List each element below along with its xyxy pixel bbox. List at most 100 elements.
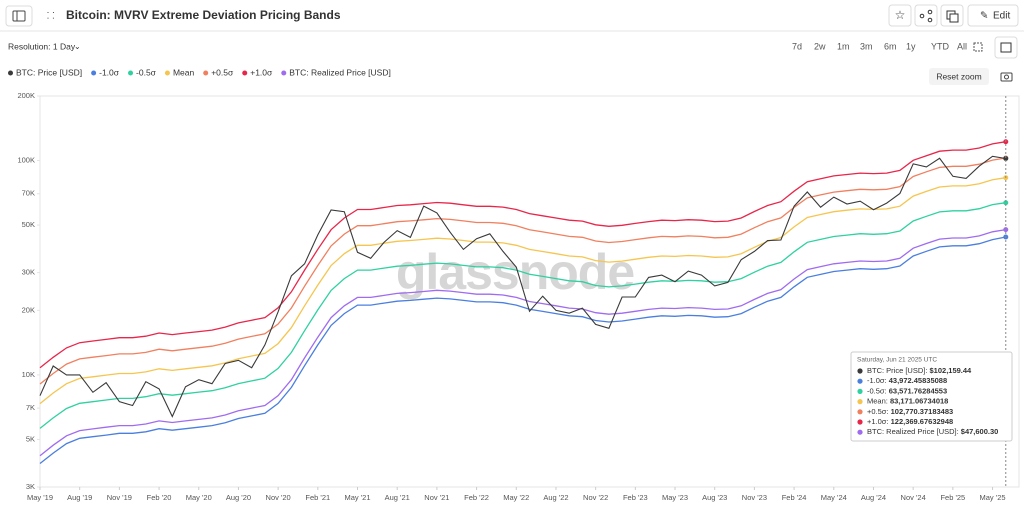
tooltip-value: $47,600.30 bbox=[961, 427, 999, 436]
reset-zoom-button[interactable] bbox=[929, 68, 989, 85]
series-line bbox=[39, 177, 1006, 405]
legend-label[interactable]: Mean bbox=[173, 67, 195, 77]
legend: BTC: Price [USD] -1.0σ -0.5σ Mean +0.5σ +1.0σ… bbox=[8, 67, 391, 77]
y-tick-label: 10K bbox=[22, 370, 35, 379]
watermark: glassnode bbox=[396, 244, 634, 300]
x-tick-label: Nov '19 bbox=[107, 493, 132, 502]
series-line bbox=[39, 141, 1006, 369]
tooltip-label: BTC: Realized Price [USD]: bbox=[867, 427, 961, 436]
tooltip-row: -0.5σ: 63,571.76284553 bbox=[867, 386, 947, 395]
camera-icon bbox=[1004, 74, 1009, 80]
zoom-icon bbox=[973, 42, 983, 52]
legend-marker bbox=[8, 70, 13, 76]
share-button[interactable] bbox=[914, 4, 938, 27]
tooltip-value: $102,159.44 bbox=[930, 366, 973, 375]
range-button[interactable]: YTD bbox=[931, 41, 950, 51]
tooltip-box bbox=[850, 351, 1013, 442]
favorite-button[interactable] bbox=[888, 4, 912, 27]
tooltip-row: +0.5σ: 102,770.37183483 bbox=[867, 407, 953, 416]
edit-button[interactable] bbox=[967, 4, 1019, 27]
tooltip-date: Saturday, Jun 21 2025 UTC bbox=[857, 357, 937, 364]
tooltip-value: 43,972.45835088 bbox=[889, 376, 947, 385]
tooltip-row: -1.0σ: 43,972.45835088 bbox=[867, 376, 947, 385]
y-tick-label: 200K bbox=[17, 91, 35, 100]
sidebar-button[interactable] bbox=[5, 5, 33, 27]
range-button[interactable]: 6m bbox=[884, 41, 897, 51]
y-tick-label: 3K bbox=[26, 482, 35, 491]
range-button[interactable]: All bbox=[957, 41, 967, 51]
x-tick-label: Nov '23 bbox=[742, 493, 767, 502]
series-line bbox=[39, 236, 1006, 465]
legend-label[interactable]: +0.5σ bbox=[211, 67, 234, 77]
plot: 3K 5K 7K 10K 20K 30K 50K 70K 100K 200K May '19 Aug … bbox=[17, 91, 1009, 502]
legend-marker bbox=[164, 70, 170, 76]
tooltip-value: 83,171.06734018 bbox=[890, 397, 948, 406]
tooltip-label: +0.5σ: bbox=[867, 407, 891, 416]
range-button[interactable]: 2w bbox=[814, 41, 826, 51]
resolution-select[interactable]: Resolution: 1 Day bbox=[8, 41, 76, 51]
tooltip-value: 63,571.76284553 bbox=[889, 386, 947, 395]
legend-label[interactable]: BTC: Realized Price [USD] bbox=[289, 67, 391, 77]
tooltip-marker bbox=[857, 399, 863, 405]
x-tick-label: Aug '21 bbox=[385, 493, 410, 502]
x-tick-label: May '23 bbox=[662, 493, 688, 502]
calendar-button[interactable] bbox=[994, 36, 1018, 59]
zoom-select-button[interactable] bbox=[970, 39, 988, 55]
tooltip-label: -1.0σ: bbox=[867, 376, 889, 385]
range-button[interactable]: 3m bbox=[860, 41, 873, 51]
range-button[interactable]: 1m bbox=[837, 41, 850, 51]
share-icon bbox=[927, 9, 933, 15]
x-tick-label: Feb '24 bbox=[782, 493, 807, 502]
tooltip-label: +1.0σ: bbox=[867, 417, 891, 426]
x-tick-label: May '25 bbox=[980, 493, 1006, 502]
x-tick-label: May '22 bbox=[503, 493, 529, 502]
tooltip-label: Mean: bbox=[867, 397, 890, 406]
range-buttons: 7d 2w 1m 3m 6m 1y YTD All bbox=[792, 41, 967, 51]
legend-label[interactable]: +1.0σ bbox=[250, 67, 273, 77]
dropdown-arrow: ⌄ bbox=[74, 42, 81, 51]
x-tick-label: Feb '23 bbox=[623, 493, 648, 502]
tooltip-marker bbox=[857, 368, 863, 374]
legend-label[interactable]: -0.5σ bbox=[136, 67, 157, 77]
range-button[interactable]: 7d bbox=[792, 41, 802, 51]
legend-marker bbox=[242, 70, 248, 76]
legend-label[interactable]: -1.0σ bbox=[99, 67, 120, 77]
y-tick-label: 30K bbox=[22, 268, 35, 277]
series-line bbox=[39, 202, 1006, 429]
series-line bbox=[39, 155, 1006, 418]
y-tick-label: 20K bbox=[22, 305, 35, 314]
copy-icon bbox=[949, 13, 959, 23]
x-tick-label: May '24 bbox=[821, 493, 847, 502]
tooltip-marker bbox=[857, 419, 863, 425]
metric-icon: ⸬ bbox=[47, 10, 54, 20]
plot-frame bbox=[39, 95, 1020, 488]
tooltip-label: BTC: Price [USD]: bbox=[867, 366, 930, 375]
edit-icon: ✎ bbox=[980, 11, 988, 22]
end-marker bbox=[1003, 200, 1009, 206]
end-marker bbox=[1003, 156, 1009, 162]
x-tick-label: May '21 bbox=[344, 493, 370, 502]
x-tick-label: Feb '22 bbox=[464, 493, 489, 502]
y-tick-label: 50K bbox=[22, 220, 35, 229]
tooltip-row: BTC: Price [USD]: $102,159.44 bbox=[867, 366, 972, 375]
x-tick-label: Feb '25 bbox=[940, 493, 965, 502]
x-tick-label: Aug '23 bbox=[702, 493, 727, 502]
sidebar-icon bbox=[12, 10, 26, 22]
x-tick-label: Nov '20 bbox=[266, 493, 291, 502]
star-icon: ☆ bbox=[895, 8, 906, 22]
camera-icon[interactable] bbox=[1000, 72, 1013, 82]
tooltip-label: -0.5σ: bbox=[867, 386, 889, 395]
tooltip: Saturday, Jun 21 2025 UTC BTC: Price [USD… bbox=[850, 351, 1013, 442]
y-tick-label: 7K bbox=[26, 403, 35, 412]
legend-marker bbox=[203, 70, 209, 76]
range-button[interactable]: 1y bbox=[906, 41, 916, 51]
legend-label[interactable]: BTC: Price [USD] bbox=[16, 67, 82, 77]
tooltip-row: +1.0σ: 122,369.67632948 bbox=[867, 417, 953, 426]
y-tick-label: 5K bbox=[26, 434, 35, 443]
reset-zoom-label: Reset zoom bbox=[936, 71, 981, 81]
x-tick-label: Aug '22 bbox=[543, 493, 568, 502]
x-tick-label: Aug '24 bbox=[861, 493, 886, 502]
series-line bbox=[39, 157, 1006, 385]
share-icon bbox=[927, 17, 933, 23]
